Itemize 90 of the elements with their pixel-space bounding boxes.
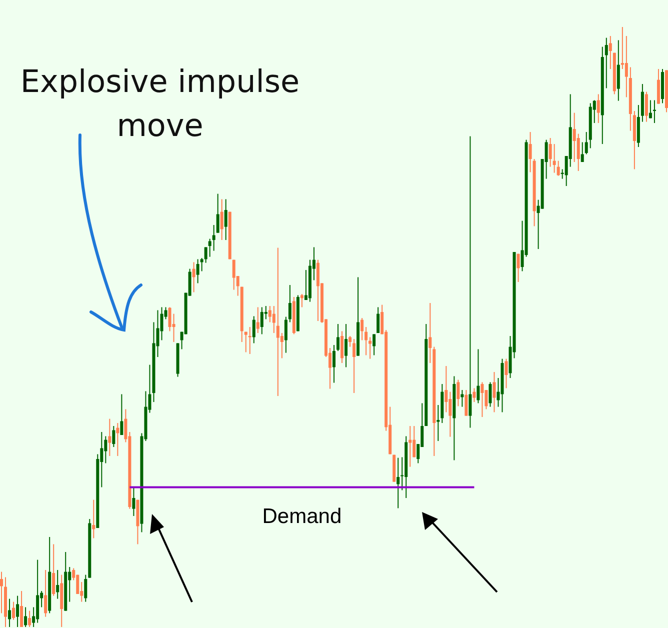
candlestick (528, 132, 532, 173)
candlestick (24, 606, 28, 628)
candlestick (52, 544, 56, 596)
candlestick (572, 112, 576, 162)
candlestick (492, 372, 496, 413)
candlestick (36, 559, 40, 624)
candlestick (84, 574, 88, 602)
candlestick (360, 318, 364, 341)
candlestick (28, 610, 32, 628)
candlestick (580, 142, 584, 162)
candlestick (260, 306, 264, 335)
candlestick (216, 193, 220, 234)
candlestick (436, 404, 440, 442)
candlestick (256, 306, 260, 334)
candlestick (132, 486, 136, 516)
candlestick (408, 426, 412, 468)
candlestick (244, 331, 248, 353)
candlestick (516, 253, 520, 282)
candlestick (548, 138, 552, 168)
candlestick (344, 324, 348, 368)
candlestick (288, 284, 292, 323)
candlestick (460, 390, 464, 408)
candlestick (576, 133, 580, 172)
candlestick (300, 294, 304, 308)
candlestick (212, 224, 216, 252)
candlestick (348, 336, 352, 348)
candlestick (192, 262, 196, 293)
candlestick (552, 144, 556, 174)
candlestick (448, 391, 452, 438)
candlestick (624, 36, 628, 98)
candlestick (56, 570, 60, 600)
annotation: Demand (262, 505, 342, 528)
candlestick (616, 40, 620, 102)
candlestick (44, 570, 48, 618)
candlestick (104, 436, 108, 464)
candlestick (232, 259, 236, 290)
candlestick (644, 91, 648, 122)
candlestick (208, 238, 212, 258)
candlestick (284, 316, 288, 354)
candlestick (8, 598, 12, 628)
annotation: Explosive impulse move (20, 64, 300, 144)
candlestick (372, 334, 376, 356)
candlestick (304, 270, 308, 300)
candlestick (268, 306, 272, 323)
candlestick (16, 595, 20, 628)
candlestick (480, 382, 484, 418)
candlestick (640, 84, 644, 122)
candlestick (120, 394, 124, 436)
candlestick (0, 571, 4, 614)
candlestick (220, 198, 224, 240)
candlestick (604, 37, 608, 89)
candlestick (456, 379, 460, 407)
candlestick (608, 36, 612, 70)
candlestick (444, 366, 448, 413)
candlestick (276, 247, 280, 396)
candlestick (648, 100, 652, 119)
candlestick (468, 136, 472, 428)
candlestick (352, 338, 356, 394)
candlestick (168, 306, 172, 332)
candlestick (92, 499, 96, 539)
candlestick (316, 259, 320, 322)
candlestick (112, 426, 116, 448)
candlestick (204, 246, 208, 264)
candlestick (412, 426, 416, 458)
candlestick (224, 198, 228, 240)
candlestick (556, 160, 560, 176)
candlestick (336, 324, 340, 352)
candlestick (196, 258, 200, 284)
candlestick (252, 316, 256, 344)
candlestick (584, 132, 588, 155)
candlestick (472, 388, 476, 402)
candlestick (464, 390, 468, 416)
candlestick (504, 358, 508, 389)
candlestick (108, 418, 112, 456)
candlestick (200, 258, 204, 272)
candlestick (476, 348, 480, 404)
candlestick (12, 601, 16, 620)
candlestick (376, 306, 380, 334)
candlestick (20, 590, 24, 628)
candlestick (364, 326, 368, 356)
candlestick (116, 422, 120, 456)
candlestick (272, 306, 276, 334)
candlestick (488, 382, 492, 408)
candlestick (596, 94, 600, 124)
candlestick (332, 344, 336, 384)
candlestick (396, 457, 400, 509)
candlestick (428, 302, 432, 364)
candlestick (656, 68, 660, 104)
candlestick (368, 336, 372, 360)
candlestick (340, 330, 344, 364)
